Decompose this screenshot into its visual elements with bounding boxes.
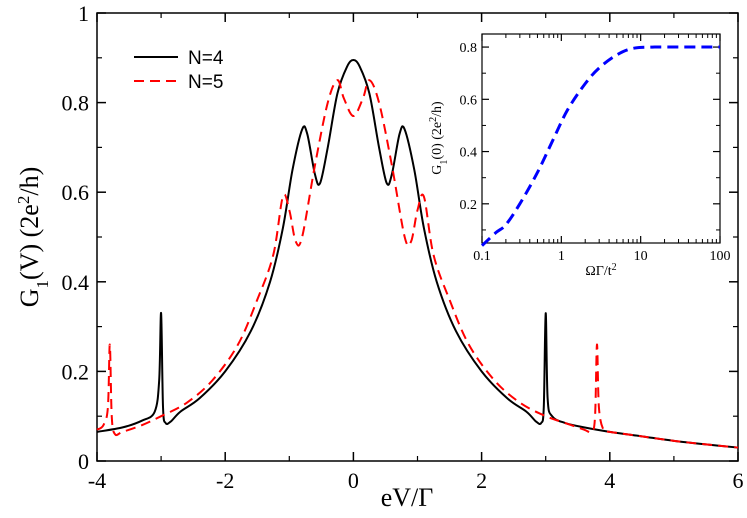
main-x-tick-label: 0 <box>348 468 359 493</box>
main-series-line-2 <box>96 79 739 449</box>
main-y-tick-label: 0.8 <box>62 91 90 116</box>
inset-plot-frame <box>481 33 721 244</box>
inset-x-axis-sup: 2 <box>612 262 617 273</box>
main-y-tick-label: 0.6 <box>62 180 90 205</box>
main-tick-labels: -4 -2 0 2 4 6 0 0.2 0.4 0.6 0.8 1 <box>62 1 744 493</box>
inset-x-axis-title: ΩΓ/t2 <box>585 262 616 280</box>
main-y-tick-label: 0.4 <box>62 270 90 295</box>
main-y-tick-label: 0.2 <box>62 359 90 384</box>
main-series-line-1 <box>96 59 739 449</box>
main-y-axis-sup: 2 <box>14 196 33 205</box>
main-ticks <box>96 12 739 462</box>
legend-label-n4: N=4 <box>188 48 224 69</box>
inset-ticks <box>481 34 721 243</box>
main-series <box>96 59 739 449</box>
main-x-tick-label: 2 <box>476 468 487 493</box>
main-x-tick-label: -2 <box>216 468 234 493</box>
main-x-tick-label: 4 <box>604 468 615 493</box>
inset-y-tick-label: 0.6 <box>460 93 478 108</box>
inset-series-line-1 <box>480 45 720 247</box>
inset-series <box>480 45 720 247</box>
main-y-tick-label: 0 <box>78 449 89 474</box>
inset-y-tick-label: 0.8 <box>460 41 478 56</box>
inset-tick-labels: 0.1 1 10 100 0.2 0.4 0.6 0.8 <box>460 41 731 264</box>
main-y-tick-label: 1 <box>78 1 89 26</box>
main-x-axis-title-text: eV/Γ <box>381 483 434 512</box>
inset-y-axis-sub: 1 <box>439 160 450 165</box>
legend-label-n5: N=5 <box>188 72 223 93</box>
inset-y-tick-label: 0.4 <box>460 146 478 161</box>
main-x-axis-title: eV/Γ <box>381 483 434 512</box>
inset-x-tick-label: 0.1 <box>473 249 491 264</box>
inset-y-axis-sup: 2 <box>428 117 439 122</box>
inset-x-tick-label: 100 <box>710 249 731 264</box>
main-x-tick-label: 6 <box>733 468 744 493</box>
inset-x-tick-label: 10 <box>634 249 648 264</box>
main-y-axis-sub: 1 <box>33 280 52 289</box>
inset-y-tick-label: 0.2 <box>460 198 478 213</box>
inset-x-tick-label: 1 <box>558 249 565 264</box>
legend: N=4 N=5 <box>134 48 224 93</box>
main-x-tick-label: -4 <box>88 468 106 493</box>
